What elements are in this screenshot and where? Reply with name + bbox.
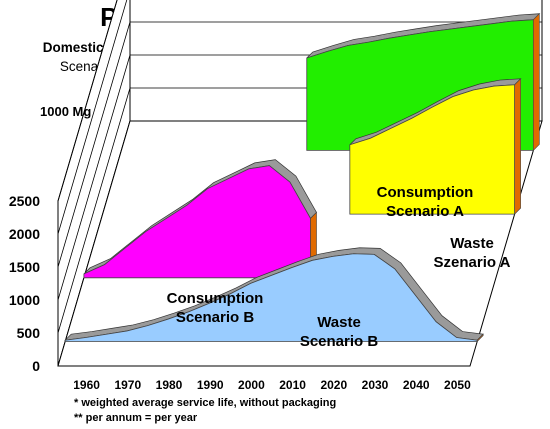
x-tick-label: 1980 bbox=[156, 378, 183, 392]
series-area bbox=[64, 253, 478, 342]
x-tick-label: 2040 bbox=[403, 378, 430, 392]
y-tick-label: 1500 bbox=[9, 259, 40, 275]
x-tick-label: 2030 bbox=[362, 378, 389, 392]
x-tick-label: 2050 bbox=[444, 378, 471, 392]
series-label: Scenario B bbox=[300, 333, 379, 350]
series-label: Waste bbox=[317, 314, 361, 331]
gridline bbox=[57, 0, 128, 235]
x-tick-label: 1970 bbox=[114, 378, 141, 392]
series-area bbox=[83, 165, 311, 279]
series-label: Consumption bbox=[377, 184, 474, 201]
gridline bbox=[57, 0, 118, 202]
x-tick-label: 2020 bbox=[320, 378, 347, 392]
footnote-service-life: * weighted average service life, without… bbox=[74, 397, 337, 409]
x-tick-label: 2010 bbox=[279, 378, 306, 392]
y-tick-label: 0 bbox=[32, 358, 40, 374]
footnote-per-annum: ** per annum = per year bbox=[74, 412, 198, 424]
y-tick-label: 2500 bbox=[9, 193, 40, 209]
gridline bbox=[57, 21, 542, 268]
x-tick-label: 2000 bbox=[238, 378, 265, 392]
series-label: Consumption bbox=[167, 290, 264, 307]
x-tick-label: 1960 bbox=[73, 378, 100, 392]
series-label: Scenario A bbox=[386, 203, 464, 220]
series-endcap bbox=[476, 333, 484, 343]
y-axis-label: 1000 Mg bbox=[40, 104, 91, 119]
series-label: Scenario B bbox=[176, 309, 255, 326]
series-endcap bbox=[533, 12, 540, 152]
series-label: Szenario A bbox=[434, 254, 511, 271]
series-endcap bbox=[514, 78, 521, 215]
y-tick-label: 2000 bbox=[9, 226, 40, 242]
x-tick-label: 1990 bbox=[197, 378, 224, 392]
y-tick-label: 1000 bbox=[9, 292, 40, 308]
series-label: Waste bbox=[450, 235, 494, 252]
y-tick-label: 500 bbox=[17, 325, 41, 341]
